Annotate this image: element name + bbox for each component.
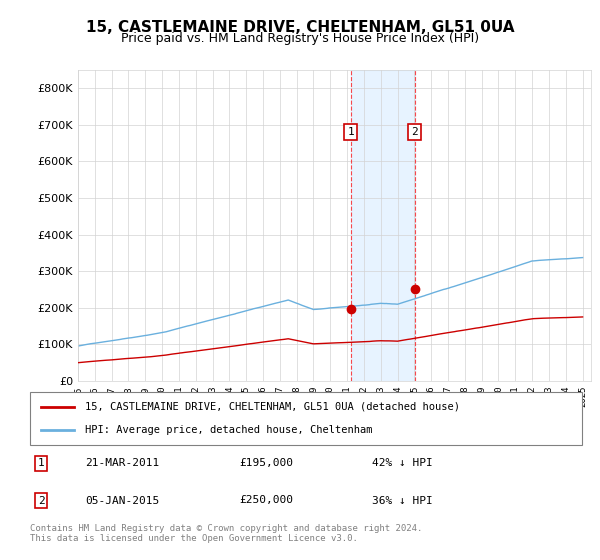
Text: 15, CASTLEMAINE DRIVE, CHELTENHAM, GL51 0UA (detached house): 15, CASTLEMAINE DRIVE, CHELTENHAM, GL51 … bbox=[85, 402, 460, 412]
Text: 2: 2 bbox=[38, 496, 44, 506]
Text: Price paid vs. HM Land Registry's House Price Index (HPI): Price paid vs. HM Land Registry's House … bbox=[121, 32, 479, 45]
Text: 21-MAR-2011: 21-MAR-2011 bbox=[85, 459, 160, 468]
Text: HPI: Average price, detached house, Cheltenham: HPI: Average price, detached house, Chel… bbox=[85, 425, 373, 435]
Bar bbox=[350, 70, 415, 381]
Text: 42% ↓ HPI: 42% ↓ HPI bbox=[372, 459, 433, 468]
Text: 36% ↓ HPI: 36% ↓ HPI bbox=[372, 496, 433, 506]
Text: Contains HM Land Registry data © Crown copyright and database right 2024.
This d: Contains HM Land Registry data © Crown c… bbox=[30, 524, 422, 543]
Text: 15, CASTLEMAINE DRIVE, CHELTENHAM, GL51 0UA: 15, CASTLEMAINE DRIVE, CHELTENHAM, GL51 … bbox=[86, 20, 514, 35]
Text: £195,000: £195,000 bbox=[240, 459, 294, 468]
Text: 1: 1 bbox=[38, 459, 44, 468]
Text: £250,000: £250,000 bbox=[240, 496, 294, 506]
FancyBboxPatch shape bbox=[30, 392, 582, 445]
Text: 2: 2 bbox=[411, 127, 418, 137]
Text: 1: 1 bbox=[347, 127, 354, 137]
Text: 05-JAN-2015: 05-JAN-2015 bbox=[85, 496, 160, 506]
